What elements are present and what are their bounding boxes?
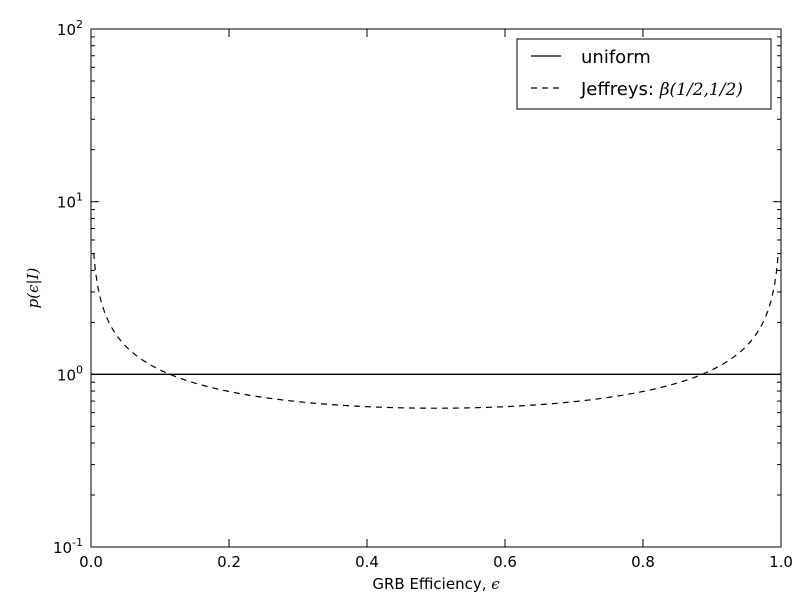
legend-label-jeffreys: Jeffreys: β(1/2,1/2)	[580, 79, 743, 100]
y-tick-base: 10	[53, 539, 72, 557]
series-jeffreys-line	[93, 252, 779, 409]
plot-frame	[90, 28, 782, 548]
legend-label-jeffreys-math: β(1/2,1/2)	[659, 80, 743, 100]
y-tick-exponent: 2	[76, 18, 83, 31]
y-tick-label: 101	[57, 191, 83, 212]
legend-label-uniform: uniform	[581, 47, 651, 68]
x-axis-label-symbol: ϵ	[491, 575, 500, 593]
y-tick-base: 10	[57, 194, 76, 212]
legend: uniform Jeffreys: β(1/2,1/2)	[516, 38, 772, 110]
y-tick-label: 100	[57, 363, 83, 384]
x-axis-label-text: GRB Efficiency,	[372, 575, 491, 593]
x-axis-label: GRB Efficiency, ϵ	[372, 575, 500, 593]
y-tick-exponent: -1	[72, 536, 83, 549]
y-tick-label: 102	[57, 18, 83, 39]
y-tick-base: 10	[57, 366, 76, 384]
y-tick-exponent: 0	[76, 363, 83, 376]
y-tick-label: 10-1	[53, 536, 83, 557]
legend-label-jeffreys-text: Jeffreys:	[580, 79, 660, 100]
x-tick-label: 0.2	[217, 553, 241, 571]
y-axis-label: p(ϵ|I)	[24, 268, 42, 309]
y-tick-base: 10	[57, 21, 76, 39]
y-tick-exponent: 1	[76, 191, 83, 204]
x-tick-label: 0.0	[79, 553, 103, 571]
x-tick-label: 1.0	[769, 553, 793, 571]
x-tick-label: 0.4	[355, 553, 379, 571]
x-tick-label: 0.8	[631, 553, 655, 571]
series-layer	[91, 252, 781, 409]
x-tick-label: 0.6	[493, 553, 517, 571]
legend-box	[516, 38, 772, 110]
